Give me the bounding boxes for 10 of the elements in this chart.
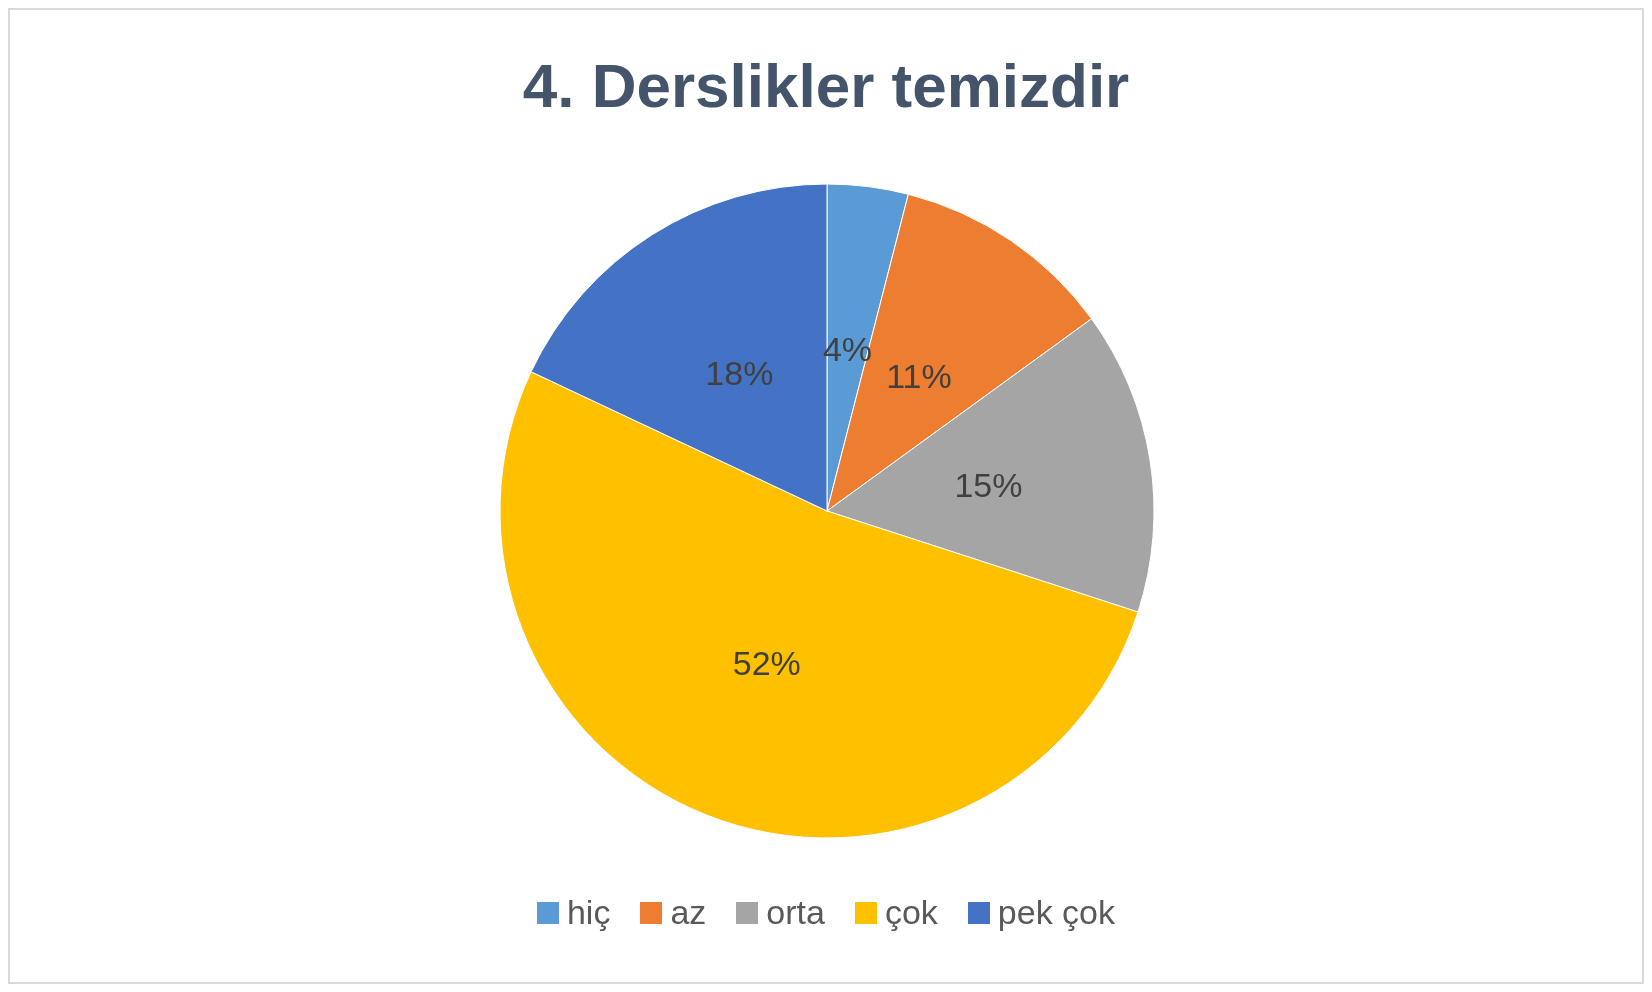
- legend-label: hiç: [566, 893, 611, 932]
- data-label: 11%: [886, 356, 952, 395]
- legend-label: çok: [884, 893, 938, 932]
- legend-label: pek çok: [997, 893, 1116, 932]
- legend-label: orta: [766, 893, 825, 932]
- data-label: 15%: [954, 466, 1023, 505]
- chart-title: 4. Derslikler temizdir: [521, 50, 1131, 121]
- data-label: 18%: [705, 353, 774, 392]
- data-label: 52%: [732, 644, 801, 683]
- legend-label: az: [670, 893, 707, 932]
